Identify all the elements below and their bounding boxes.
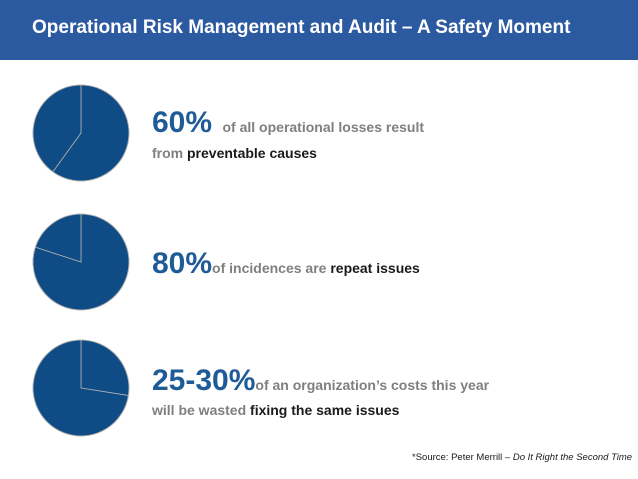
source-citation: *Source: Peter Merrill – Do It Right the…: [412, 452, 632, 463]
pie-chart-1: [32, 84, 130, 182]
stat-1-line-2: from preventable causes: [152, 145, 317, 161]
page-title: Operational Risk Management and Audit – …: [32, 17, 571, 38]
stat-3-value: 25-30%: [152, 364, 256, 397]
header-bar: Operational Risk Management and Audit – …: [0, 0, 638, 60]
stat-2-value: 80%: [152, 247, 213, 280]
stat-1-line-2-em: preventable causes: [187, 145, 317, 161]
pie-1-outline: [32, 84, 130, 182]
source-title: Do It Right the Second Time: [512, 452, 633, 463]
pie-chart-3: [32, 339, 130, 437]
stat-2-line-1: 80%of incidences are repeat issues: [152, 247, 420, 281]
stat-2-text-em: repeat issues: [330, 260, 420, 276]
stat-1-line-1: 60% of all operational losses result: [152, 106, 424, 140]
stat-3-line-2-pre: will be wasted: [152, 402, 251, 418]
pie-2-outline: [32, 213, 130, 311]
stat-3-line-2-em: fixing the same issues: [250, 402, 400, 418]
pie-3-outline: [32, 339, 130, 437]
stat-1-value: 60%: [152, 106, 213, 139]
stat-3-line-1: 25-30%of an organization’s costs this ye…: [152, 364, 489, 398]
source-prefix: *Source: Peter Merrill –: [412, 452, 513, 463]
pie-chart-2: [32, 213, 130, 311]
stat-3-text: of an organization’s costs this year: [255, 377, 490, 393]
stat-2-text-pre: of incidences are: [212, 260, 331, 276]
stat-3-line-2: will be wasted fixing the same issues: [152, 402, 399, 418]
stat-1-line-2-pre: from: [152, 145, 187, 161]
pie-3-slice-1: [80, 339, 130, 396]
stat-1-text: of all operational losses result: [222, 119, 425, 135]
